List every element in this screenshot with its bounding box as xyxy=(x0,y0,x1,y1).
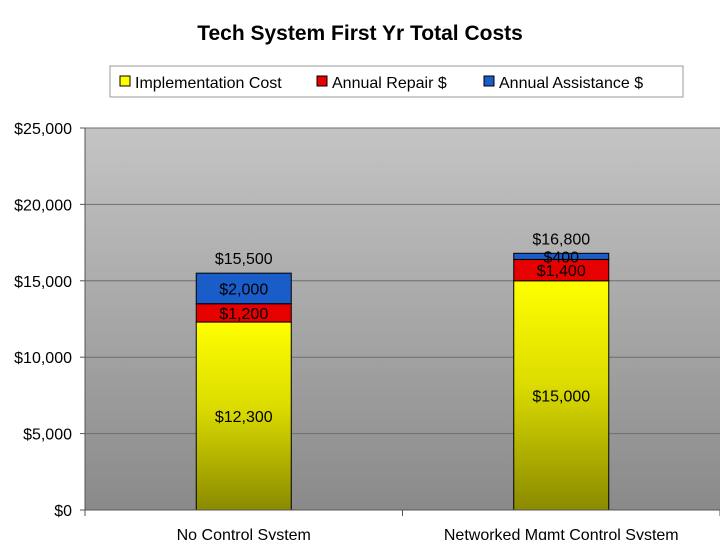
bar-segment-annual-assistance xyxy=(513,252,610,260)
y-tick-label: $10,000 xyxy=(14,350,72,367)
legend: Implementation Cost Annual Repair $ Annual… xyxy=(109,65,684,98)
y-tick-label: $5,000 xyxy=(23,427,72,444)
chart-title: Tech System First Yr Total Costs xyxy=(197,22,523,45)
data-label: $15,000 xyxy=(532,388,590,405)
y-tick-label: $0 xyxy=(54,503,72,520)
bar-segment-implementation-cost xyxy=(195,321,292,511)
legend-swatch xyxy=(483,75,495,87)
y-tick-label: $20,000 xyxy=(14,197,72,214)
legend-label: Implementation Cost xyxy=(135,75,282,92)
legend-label: Annual Assistance $ xyxy=(499,75,643,92)
x-axis: No Control System Networked Mgmt Control … xyxy=(84,509,720,540)
data-label: $400 xyxy=(543,249,579,266)
data-label: $1,400 xyxy=(537,263,586,280)
y-axis: $0 $5,000 $10,000 $15,000 $20,000 $25,000 xyxy=(14,121,86,520)
total-label: $15,500 xyxy=(215,251,273,268)
plot-area xyxy=(85,128,720,510)
total-label: $16,800 xyxy=(532,231,590,248)
y-tick-label: $25,000 xyxy=(14,121,72,138)
gridlines xyxy=(85,127,720,435)
legend-label: Annual Repair $ xyxy=(332,75,447,92)
y-tick-label: $15,000 xyxy=(14,274,72,291)
legend-swatch xyxy=(316,75,328,87)
bar-segment-annual-assistance xyxy=(195,272,292,305)
x-tick-label: Networked Mgmt Control System xyxy=(444,527,679,540)
legend-swatch xyxy=(119,75,131,87)
data-label: $2,000 xyxy=(219,281,268,298)
data-label: $12,300 xyxy=(215,409,273,426)
data-label: $1,200 xyxy=(219,306,268,323)
x-tick-label: No Control System xyxy=(177,527,311,540)
